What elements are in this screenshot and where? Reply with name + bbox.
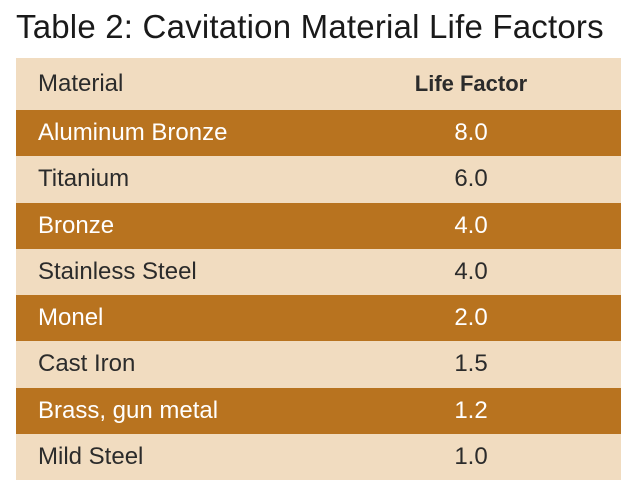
life-factor-cell: 4.0	[454, 211, 488, 239]
life-factor-cell: 1.2	[454, 396, 488, 424]
life-factor-cell: 8.0	[454, 119, 488, 147]
life-factor-cell: 6.0	[454, 165, 488, 193]
material-cell: Aluminum Bronze	[38, 119, 228, 147]
header-life-factor: Life Factor	[414, 71, 528, 96]
table-title: Table 2: Cavitation Material Life Factor…	[16, 8, 604, 45]
table-row: Brass, gun metal 1.2	[16, 387, 621, 434]
life-factor-cell: 2.0	[454, 304, 488, 332]
table-row: Mild Steel 1.0	[16, 433, 621, 480]
material-cell: Mild Steel	[38, 442, 144, 470]
table-row: Titanium 6.0	[16, 156, 621, 203]
material-cell: Brass, gun metal	[38, 396, 219, 424]
life-factor-cell: 1.5	[454, 350, 488, 378]
table-header-row: Material Life Factor	[16, 58, 621, 110]
material-cell: Monel	[38, 304, 104, 332]
material-cell: Titanium	[38, 165, 130, 193]
table-row: Bronze 4.0	[16, 202, 621, 249]
table-row: Stainless Steel 4.0	[16, 248, 621, 295]
header-material: Material	[38, 70, 124, 97]
table-row: Monel 2.0	[16, 295, 621, 342]
material-cell: Bronze	[38, 211, 115, 239]
life-factor-cell: 1.0	[454, 442, 488, 470]
material-cell: Cast Iron	[38, 350, 136, 378]
life-factor-table: Material Life Factor Aluminum Bronze 8.0…	[16, 58, 621, 480]
life-factor-cell: 4.0	[454, 257, 488, 285]
table-row: Cast Iron 1.5	[16, 341, 621, 388]
table-row: Aluminum Bronze 8.0	[16, 110, 621, 157]
material-cell: Stainless Steel	[38, 257, 197, 285]
